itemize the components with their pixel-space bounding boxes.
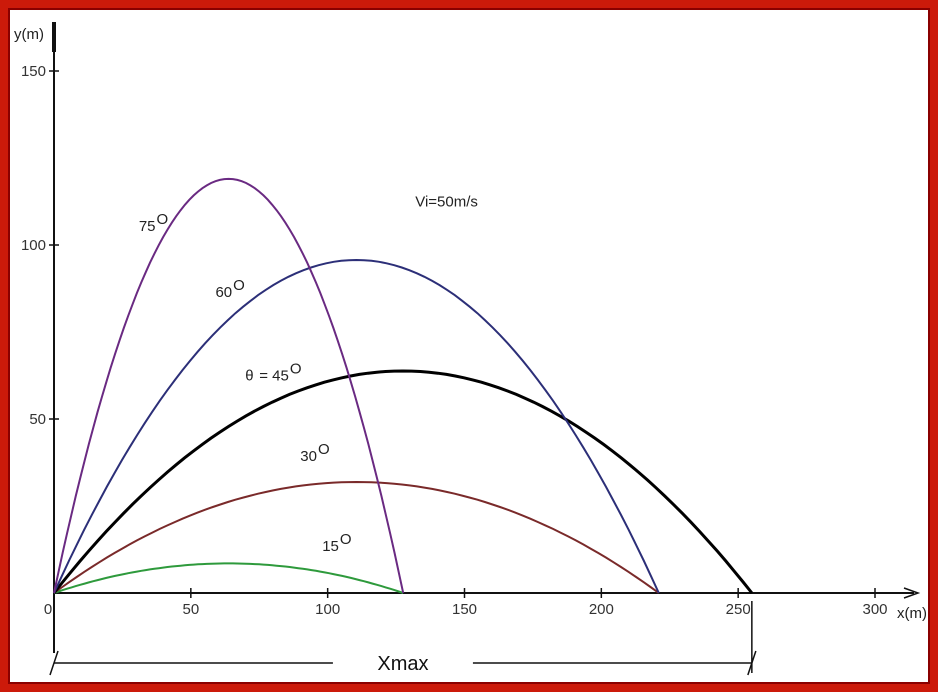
x-axis-arrow [903,587,921,599]
degree-symbol: O [340,531,352,548]
x-axis-label: x(m) [897,605,927,622]
y-tick-label: 100 [21,237,46,254]
angle-label: 30 [300,448,317,465]
x-tick-label: 0 [44,601,52,618]
initial-speed-label: Vi=50m/s [415,194,478,211]
degree-symbol: O [233,277,245,294]
x-tick-label: 150 [452,601,477,618]
angle-label: 15 [322,538,339,555]
trajectory-75-deg [53,177,405,594]
axes: 0 50 100 150 200 250 300 50 100 150 x(m) y(m) [14,22,927,653]
x-ticks: 0 50 100 150 200 250 300 [44,588,888,618]
xmax-tick-left [49,650,59,676]
degree-symbol: O [290,361,302,378]
projectile-chart: 0 50 100 150 200 250 300 50 100 150 x(m) y(m) 75… [14,22,927,676]
degree-symbol: O [318,441,330,458]
angle-label: 60 [215,284,232,301]
y-axis-label: y(m) [14,26,44,43]
xmax-label: Xmax [377,653,428,675]
x-tick-label: 50 [182,601,199,618]
y-tick-label: 150 [21,63,46,80]
annotations-layer: 75 O60 Oθ = 45 O30 O15 O [139,211,352,555]
y-tick-label: 50 [29,411,46,428]
x-tick-label: 250 [726,601,751,618]
chart-frame: 0 50 100 150 200 250 300 50 100 150 x(m) y(m) 75… [8,8,930,684]
trajectory-45-deg [52,369,754,594]
series-layer [52,177,754,594]
degree-symbol: O [157,211,169,228]
angle-label: = 45 [259,368,289,385]
trajectory-30-deg [53,480,660,594]
trajectory-15-deg [53,562,404,594]
trajectory-60-deg [53,258,660,594]
x-tick-label: 300 [862,601,887,618]
x-tick-label: 100 [315,601,340,618]
y-ticks: 50 100 150 [21,63,59,428]
angle-label: 75 [139,218,156,235]
x-tick-label: 200 [589,601,614,618]
xmax-dimension: Xmax [49,601,757,676]
theta-symbol: θ [245,368,253,385]
y-axis-arrow [52,22,56,52]
